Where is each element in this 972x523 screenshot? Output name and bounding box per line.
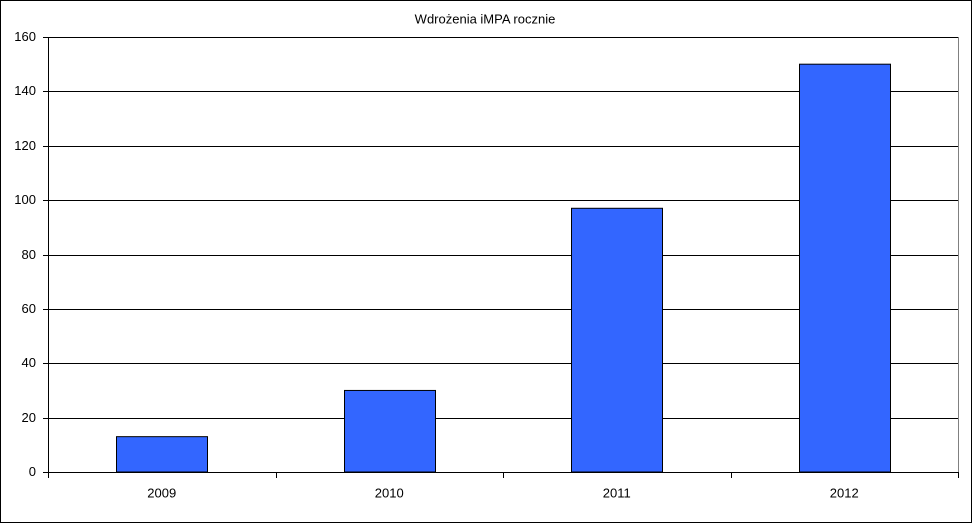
y-tick-label: 40 (22, 355, 36, 370)
x-tick-label: 2009 (147, 485, 176, 500)
y-tick-label: 60 (22, 301, 36, 316)
chart-title: Wdrożenia iMPA rocznie (415, 11, 556, 26)
bar (116, 436, 208, 473)
y-tick-label: 120 (14, 138, 36, 153)
bar (344, 389, 436, 473)
bar (799, 63, 891, 473)
y-tick-label: 160 (14, 29, 36, 44)
x-tick-label: 2012 (830, 485, 859, 500)
y-tick-label: 80 (22, 247, 36, 262)
y-tick-label: 0 (29, 464, 36, 479)
x-tick-label: 2010 (375, 485, 404, 500)
bar (571, 207, 663, 473)
y-tick-label: 140 (14, 83, 36, 98)
y-tick-label: 100 (14, 192, 36, 207)
y-tick-label: 20 (22, 410, 36, 425)
x-tick-label: 2011 (603, 485, 631, 500)
